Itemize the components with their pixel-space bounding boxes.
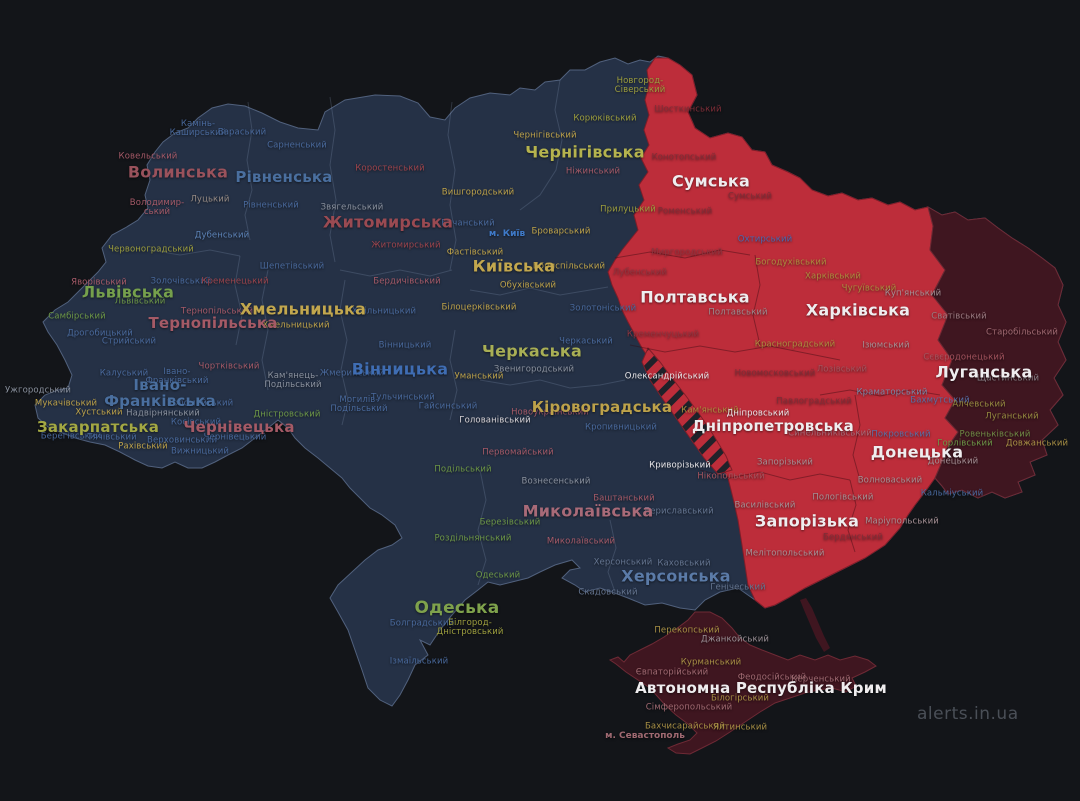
oblast-borders	[149, 79, 626, 593]
region-district-alert-hatch[interactable]	[641, 347, 733, 475]
oblast-borders-alert	[614, 249, 941, 553]
region-arabat-sliver	[800, 598, 830, 652]
region-air-alert-zone[interactable]	[607, 57, 959, 609]
region-luhansk-occupied[interactable]	[927, 205, 1067, 499]
watermark: alerts.in.ua	[917, 704, 1019, 724]
region-crimea-occupied[interactable]	[608, 611, 877, 755]
